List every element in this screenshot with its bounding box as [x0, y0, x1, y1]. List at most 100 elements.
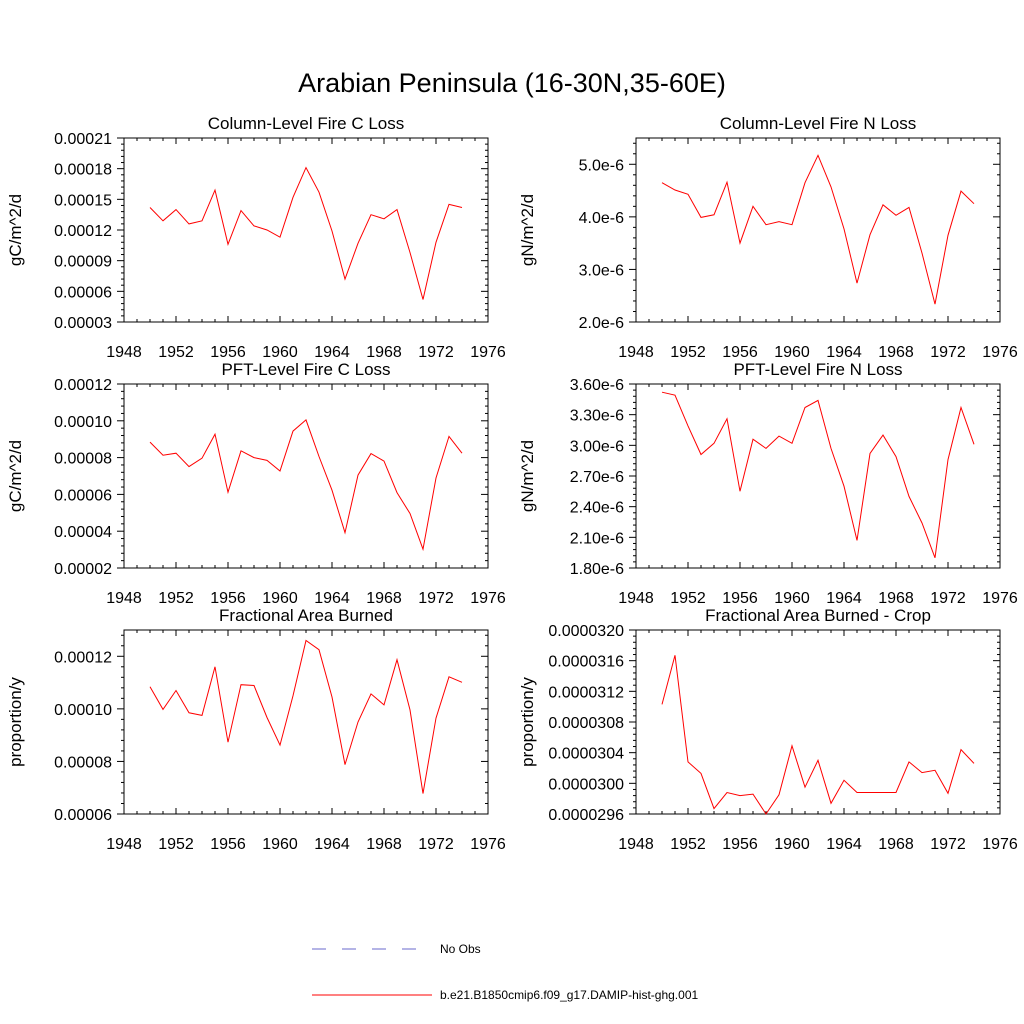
x-tick-label: 1968: [366, 590, 402, 607]
x-tick-label: 1972: [418, 344, 454, 361]
panel-title: Column-Level Fire N Loss: [720, 114, 917, 133]
y-tick-label: 0.0000296: [548, 807, 624, 824]
panel-title: Column-Level Fire C Loss: [208, 114, 405, 133]
chart-panel: PFT-Level Fire C Loss gC/m^2/d 1948 1952 195…: [6, 360, 506, 607]
y-axis-label: gC/m^2/d: [6, 194, 25, 266]
y-tick-label: 0.00015: [54, 192, 112, 209]
series-line: [149, 639, 463, 794]
y-tick-label: 0.0000300: [548, 776, 624, 793]
x-tick-label: 1948: [618, 590, 654, 607]
series-line: [661, 655, 975, 815]
plot-frame: [635, 137, 1001, 323]
x-tick-label: 1948: [106, 836, 142, 853]
series-line: [661, 154, 975, 305]
x-tick-label: 1956: [722, 344, 758, 361]
x-tick-label: 1972: [930, 836, 966, 853]
x-tick-label: 1968: [878, 344, 914, 361]
y-tick-label: 5.0e-6: [579, 157, 624, 174]
x-tick-label: 1956: [722, 590, 758, 607]
x-tick-label: 1960: [774, 590, 810, 607]
chart-panel: Column-Level Fire C Loss gC/m^2/d 1948 1952…: [6, 114, 506, 361]
x-tick-label: 1968: [878, 590, 914, 607]
y-tick-label: 0.00009: [54, 254, 112, 271]
x-tick-label: 1952: [670, 836, 706, 853]
y-tick-label: 0.00008: [54, 754, 112, 771]
x-tick-label: 1948: [618, 836, 654, 853]
y-tick-label: 0.0000312: [548, 684, 624, 701]
y-axis-label: gC/m^2/d: [6, 440, 25, 512]
y-tick-label: 2.0e-6: [579, 315, 624, 332]
y-tick-label: 1.80e-6: [570, 561, 624, 578]
y-tick-label: 0.0000304: [548, 746, 624, 763]
y-tick-label: 0.00010: [54, 702, 112, 719]
x-tick-label: 1976: [470, 836, 506, 853]
x-tick-label: 1972: [418, 590, 454, 607]
x-tick-label: 1960: [262, 344, 298, 361]
plot-frame: [123, 383, 489, 569]
y-tick-label: 0.00008: [54, 451, 112, 468]
x-tick-label: 1952: [158, 590, 194, 607]
y-tick-label: 0.0000320: [548, 623, 624, 640]
x-tick-label: 1976: [982, 344, 1018, 361]
x-tick-label: 1976: [982, 590, 1018, 607]
panel-title: PFT-Level Fire C Loss: [221, 360, 390, 379]
y-tick-label: 0.00012: [54, 377, 112, 394]
x-tick-label: 1964: [314, 344, 350, 361]
x-tick-label: 1948: [106, 590, 142, 607]
x-tick-label: 1972: [418, 836, 454, 853]
y-tick-label: 0.00004: [54, 524, 112, 541]
x-tick-label: 1964: [826, 590, 862, 607]
x-tick-label: 1952: [670, 344, 706, 361]
x-tick-label: 1952: [158, 836, 194, 853]
legend-label-model-run: b.e21.B1850cmip6.f09_g17.DAMIP-hist-ghg.…: [440, 988, 698, 1002]
x-tick-label: 1960: [774, 836, 810, 853]
x-tick-label: 1976: [982, 836, 1018, 853]
x-tick-label: 1960: [774, 344, 810, 361]
x-tick-label: 1964: [826, 344, 862, 361]
y-tick-label: 4.0e-6: [579, 210, 624, 227]
chart-panel: Column-Level Fire N Loss gN/m^2/d 1948 1952…: [518, 114, 1018, 361]
x-tick-label: 1964: [826, 836, 862, 853]
x-tick-label: 1952: [158, 344, 194, 361]
y-tick-label: 0.00006: [54, 487, 112, 504]
series-line: [149, 166, 463, 300]
x-tick-label: 1960: [262, 590, 298, 607]
y-tick-label: 0.00018: [54, 162, 112, 179]
y-axis-label: gN/m^2/d: [518, 194, 537, 266]
y-tick-label: 0.0000308: [548, 715, 624, 732]
y-tick-label: 0.00006: [54, 284, 112, 301]
legend: No Obs b.e21.B1850cmip6.f09_g17.DAMIP-hi…: [312, 942, 698, 1002]
y-tick-label: 3.30e-6: [570, 408, 624, 425]
y-tick-label: 0.00003: [54, 315, 112, 332]
chart-panel: PFT-Level Fire N Loss gN/m^2/d 1948 1952 195…: [518, 360, 1018, 607]
y-tick-label: 0.00002: [54, 561, 112, 578]
legend-label-no-obs: No Obs: [440, 942, 481, 956]
y-tick-label: 0.0000316: [548, 654, 624, 671]
chart-panel: Fractional Area Burned proportion/y 1948 19…: [6, 606, 506, 853]
series-line: [661, 391, 975, 558]
x-tick-label: 1968: [366, 836, 402, 853]
plot-frame: [123, 137, 489, 323]
x-tick-label: 1952: [670, 590, 706, 607]
plot-frame: [123, 629, 489, 815]
x-tick-label: 1956: [210, 590, 246, 607]
series-line: [149, 419, 463, 552]
y-tick-label: 2.10e-6: [570, 530, 624, 547]
x-tick-label: 1960: [262, 836, 298, 853]
panel-title: Fractional Area Burned: [219, 606, 393, 625]
y-tick-label: 0.00012: [54, 223, 112, 240]
chart-panel: Fractional Area Burned - Crop proportion/…: [518, 606, 1018, 853]
x-tick-label: 1956: [210, 836, 246, 853]
x-tick-label: 1956: [210, 344, 246, 361]
x-tick-label: 1976: [470, 344, 506, 361]
y-tick-label: 0.00006: [54, 807, 112, 824]
y-axis-label: gN/m^2/d: [518, 440, 537, 512]
y-tick-label: 2.70e-6: [570, 469, 624, 486]
plot-frame: [635, 629, 1001, 815]
y-tick-label: 3.00e-6: [570, 438, 624, 455]
panel-title: PFT-Level Fire N Loss: [733, 360, 902, 379]
x-tick-label: 1948: [618, 344, 654, 361]
y-tick-label: 3.0e-6: [579, 262, 624, 279]
x-tick-label: 1964: [314, 836, 350, 853]
